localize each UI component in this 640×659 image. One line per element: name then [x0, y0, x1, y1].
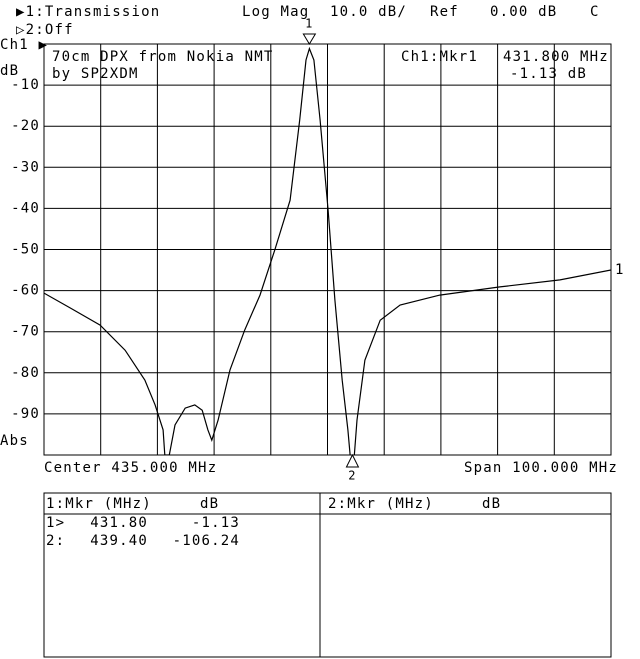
ref-value: 0.00 dB	[490, 4, 557, 20]
format-label: Log Mag	[242, 4, 309, 20]
table-header: 1:Mkr (MHz)	[46, 496, 152, 512]
table-cell: -106.24	[173, 533, 240, 549]
trace-label: 1	[615, 262, 625, 278]
channel1-label: ▶1:Transmission	[16, 4, 160, 20]
marker-label: 2	[348, 469, 356, 483]
y-tick-label: -90	[11, 406, 40, 422]
y-tick-label: -80	[11, 365, 40, 381]
span-label: Span 100.000 MHz	[464, 460, 618, 476]
y-tick-label: -50	[11, 242, 40, 258]
table-cell: 1>	[46, 515, 65, 531]
y-tick-label: -30	[11, 159, 40, 175]
marker-label: 1	[305, 17, 313, 31]
channel-label: Ch1 ▶	[0, 37, 48, 53]
chart-title: 70cm DPX from Nokia NMT	[52, 49, 273, 65]
y-tick-label: -70	[11, 324, 40, 340]
table-cell: 2:	[46, 533, 65, 549]
table-cell: 431.80	[90, 515, 148, 531]
table-header: dB	[482, 496, 501, 512]
table-header: dB	[200, 496, 219, 512]
table-header: 2:Mkr (MHz)	[328, 496, 434, 512]
marker	[302, 33, 317, 45]
chart-subtitle: by SP2XDM	[52, 66, 139, 82]
marker	[345, 453, 360, 468]
center-label: Center 435.000 MHz	[44, 460, 217, 476]
y-tick-label: -40	[11, 200, 40, 216]
marker-level: -1.13 dB	[510, 66, 587, 82]
y-tick-label: -60	[11, 283, 40, 299]
table-cell: -1.13	[192, 515, 240, 531]
flag-label: C	[590, 4, 600, 20]
y-axis-bottom-label: Abs	[0, 433, 29, 449]
y-tick-label: -10	[11, 77, 40, 93]
ref-label: Ref	[430, 4, 459, 20]
marker-frequency: 431.800 MHz	[503, 49, 609, 65]
table-cell: 439.40	[90, 533, 148, 549]
y-tick-label: -20	[11, 118, 40, 134]
trace	[44, 46, 611, 455]
marker-table	[43, 492, 612, 658]
scale-label: 10.0 dB/	[330, 4, 407, 20]
marker-name: Ch1:Mkr1	[401, 49, 478, 65]
y-axis-label: dB	[0, 63, 19, 79]
channel2-label: ▷2:Off	[16, 22, 74, 38]
